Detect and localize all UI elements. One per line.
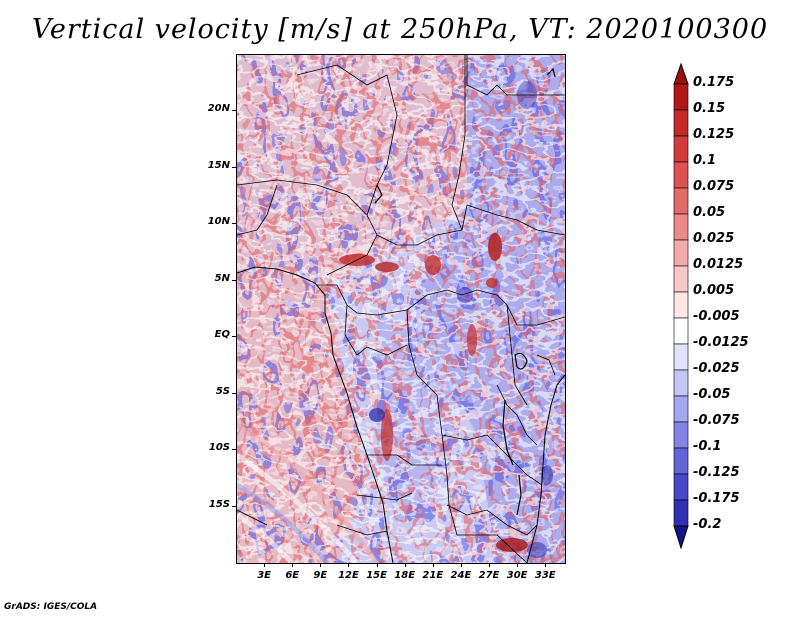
- colorbar-level-label: -0.05: [693, 387, 731, 402]
- colorbar-swatch: [673, 395, 689, 423]
- lon-tick-label: 9E: [313, 570, 328, 581]
- lat-tick-label: 15N: [207, 159, 230, 171]
- colorbar-level-label: -0.0125: [693, 335, 749, 350]
- lat-tick-label: 5N: [214, 272, 230, 284]
- colorbar-level-label: -0.2: [693, 517, 722, 532]
- colorbar-level-label: 0.005: [693, 283, 735, 298]
- colorbar-level-label: -0.125: [693, 465, 740, 480]
- colorbar-level-label: -0.1: [693, 439, 722, 454]
- colorbar-level-label: 0.05: [693, 205, 726, 220]
- lon-tick-label: 27E: [478, 570, 500, 581]
- country-borders: [237, 55, 565, 563]
- colorbar-swatch: [673, 265, 689, 293]
- colorbar-swatch: [673, 83, 689, 111]
- colorbar-bottom-arrow: [673, 525, 689, 550]
- lon-tick-label: 6E: [285, 570, 300, 581]
- atlantic-wave-bands: [237, 422, 380, 563]
- lon-tick-label: 24E: [450, 570, 472, 581]
- lat-tick-mark: [232, 167, 236, 168]
- lat-tick-label: 20N: [207, 103, 230, 115]
- lon-tick-mark: [461, 563, 462, 567]
- lon-tick-mark: [264, 563, 265, 567]
- colorbar-swatch: [673, 187, 689, 215]
- lat-tick-mark: [232, 336, 236, 337]
- colorbar-swatch: [673, 109, 689, 137]
- colorbar-level-label: 0.025: [693, 231, 735, 246]
- lon-tick-label: 15E: [366, 570, 387, 581]
- colorbar-level-label: 0.15: [693, 101, 726, 116]
- colorbar-swatch: [673, 239, 689, 267]
- lon-tick-mark: [320, 563, 321, 567]
- colorbar-level-label: -0.075: [693, 413, 740, 428]
- lat-tick-label: 10N: [207, 216, 230, 228]
- lakes: [374, 67, 556, 516]
- strong-updraft-cores: [339, 233, 528, 552]
- lon-tick-mark: [377, 563, 378, 567]
- lon-tick-mark: [545, 563, 546, 567]
- lat-tick-mark: [232, 280, 236, 281]
- colorbar-swatch: [673, 473, 689, 501]
- colorbar-level-label: -0.175: [693, 491, 740, 506]
- lon-tick-label: 12E: [338, 570, 359, 581]
- colorbar-swatch: [673, 369, 689, 397]
- lon-tick-label: 33E: [534, 570, 556, 581]
- colorbar-level-label: 0.175: [693, 75, 735, 90]
- lon-tick-mark: [489, 563, 490, 567]
- lat-tick-mark: [232, 393, 236, 394]
- chart-title: Vertical velocity [m/s] at 250hPa, VT: 2…: [31, 14, 769, 45]
- colorbar-swatch: [673, 135, 689, 163]
- colorbar-level-label: -0.005: [693, 309, 740, 324]
- lat-tick-mark: [232, 449, 236, 450]
- colorbar-swatch: [673, 161, 689, 189]
- lon-tick-label: 30E: [506, 570, 528, 581]
- neutral-speckle-texture: [237, 55, 565, 563]
- colorbar-top-arrow: [673, 62, 689, 85]
- colorbar-level-label: 0.1: [693, 153, 717, 168]
- lon-tick-mark: [405, 563, 406, 567]
- lat-tick-label: 5S: [215, 385, 230, 397]
- colorbar-swatch: [673, 343, 689, 371]
- lon-tick-mark: [433, 563, 434, 567]
- lat-tick-mark: [232, 223, 236, 224]
- lat-tick-mark: [232, 110, 236, 111]
- lon-tick-label: 3E: [257, 570, 271, 581]
- vertical-velocity-field: [237, 55, 565, 563]
- colorbar-level-label: -0.025: [693, 361, 740, 376]
- lon-tick-mark: [292, 563, 293, 567]
- colorbar-swatch: [673, 499, 689, 527]
- colorbar-level-label: 0.125: [693, 127, 735, 142]
- lat-tick-label: 15S: [208, 498, 230, 510]
- colorbar-swatch: [673, 213, 689, 241]
- lat-tick-mark: [232, 506, 236, 507]
- lat-tick-label: EQ: [214, 329, 230, 341]
- grads-credit: GrADS: IGES/COLA: [4, 602, 98, 612]
- colorbar-swatch: [673, 421, 689, 449]
- coastlines: [237, 266, 565, 563]
- lon-tick-mark: [348, 563, 349, 567]
- lon-tick-label: 18E: [394, 570, 416, 581]
- colorbar-swatch: [673, 291, 689, 319]
- lon-tick-mark: [517, 563, 518, 567]
- lat-tick-label: 10S: [208, 442, 230, 454]
- map-plot-area: [236, 54, 566, 564]
- lon-tick-label: 21E: [422, 570, 444, 581]
- colorbar-swatch: [673, 317, 689, 345]
- colorbar-swatch: [673, 447, 689, 475]
- colorbar-level-label: 0.0125: [693, 257, 744, 272]
- colorbar-level-label: 0.075: [693, 179, 735, 194]
